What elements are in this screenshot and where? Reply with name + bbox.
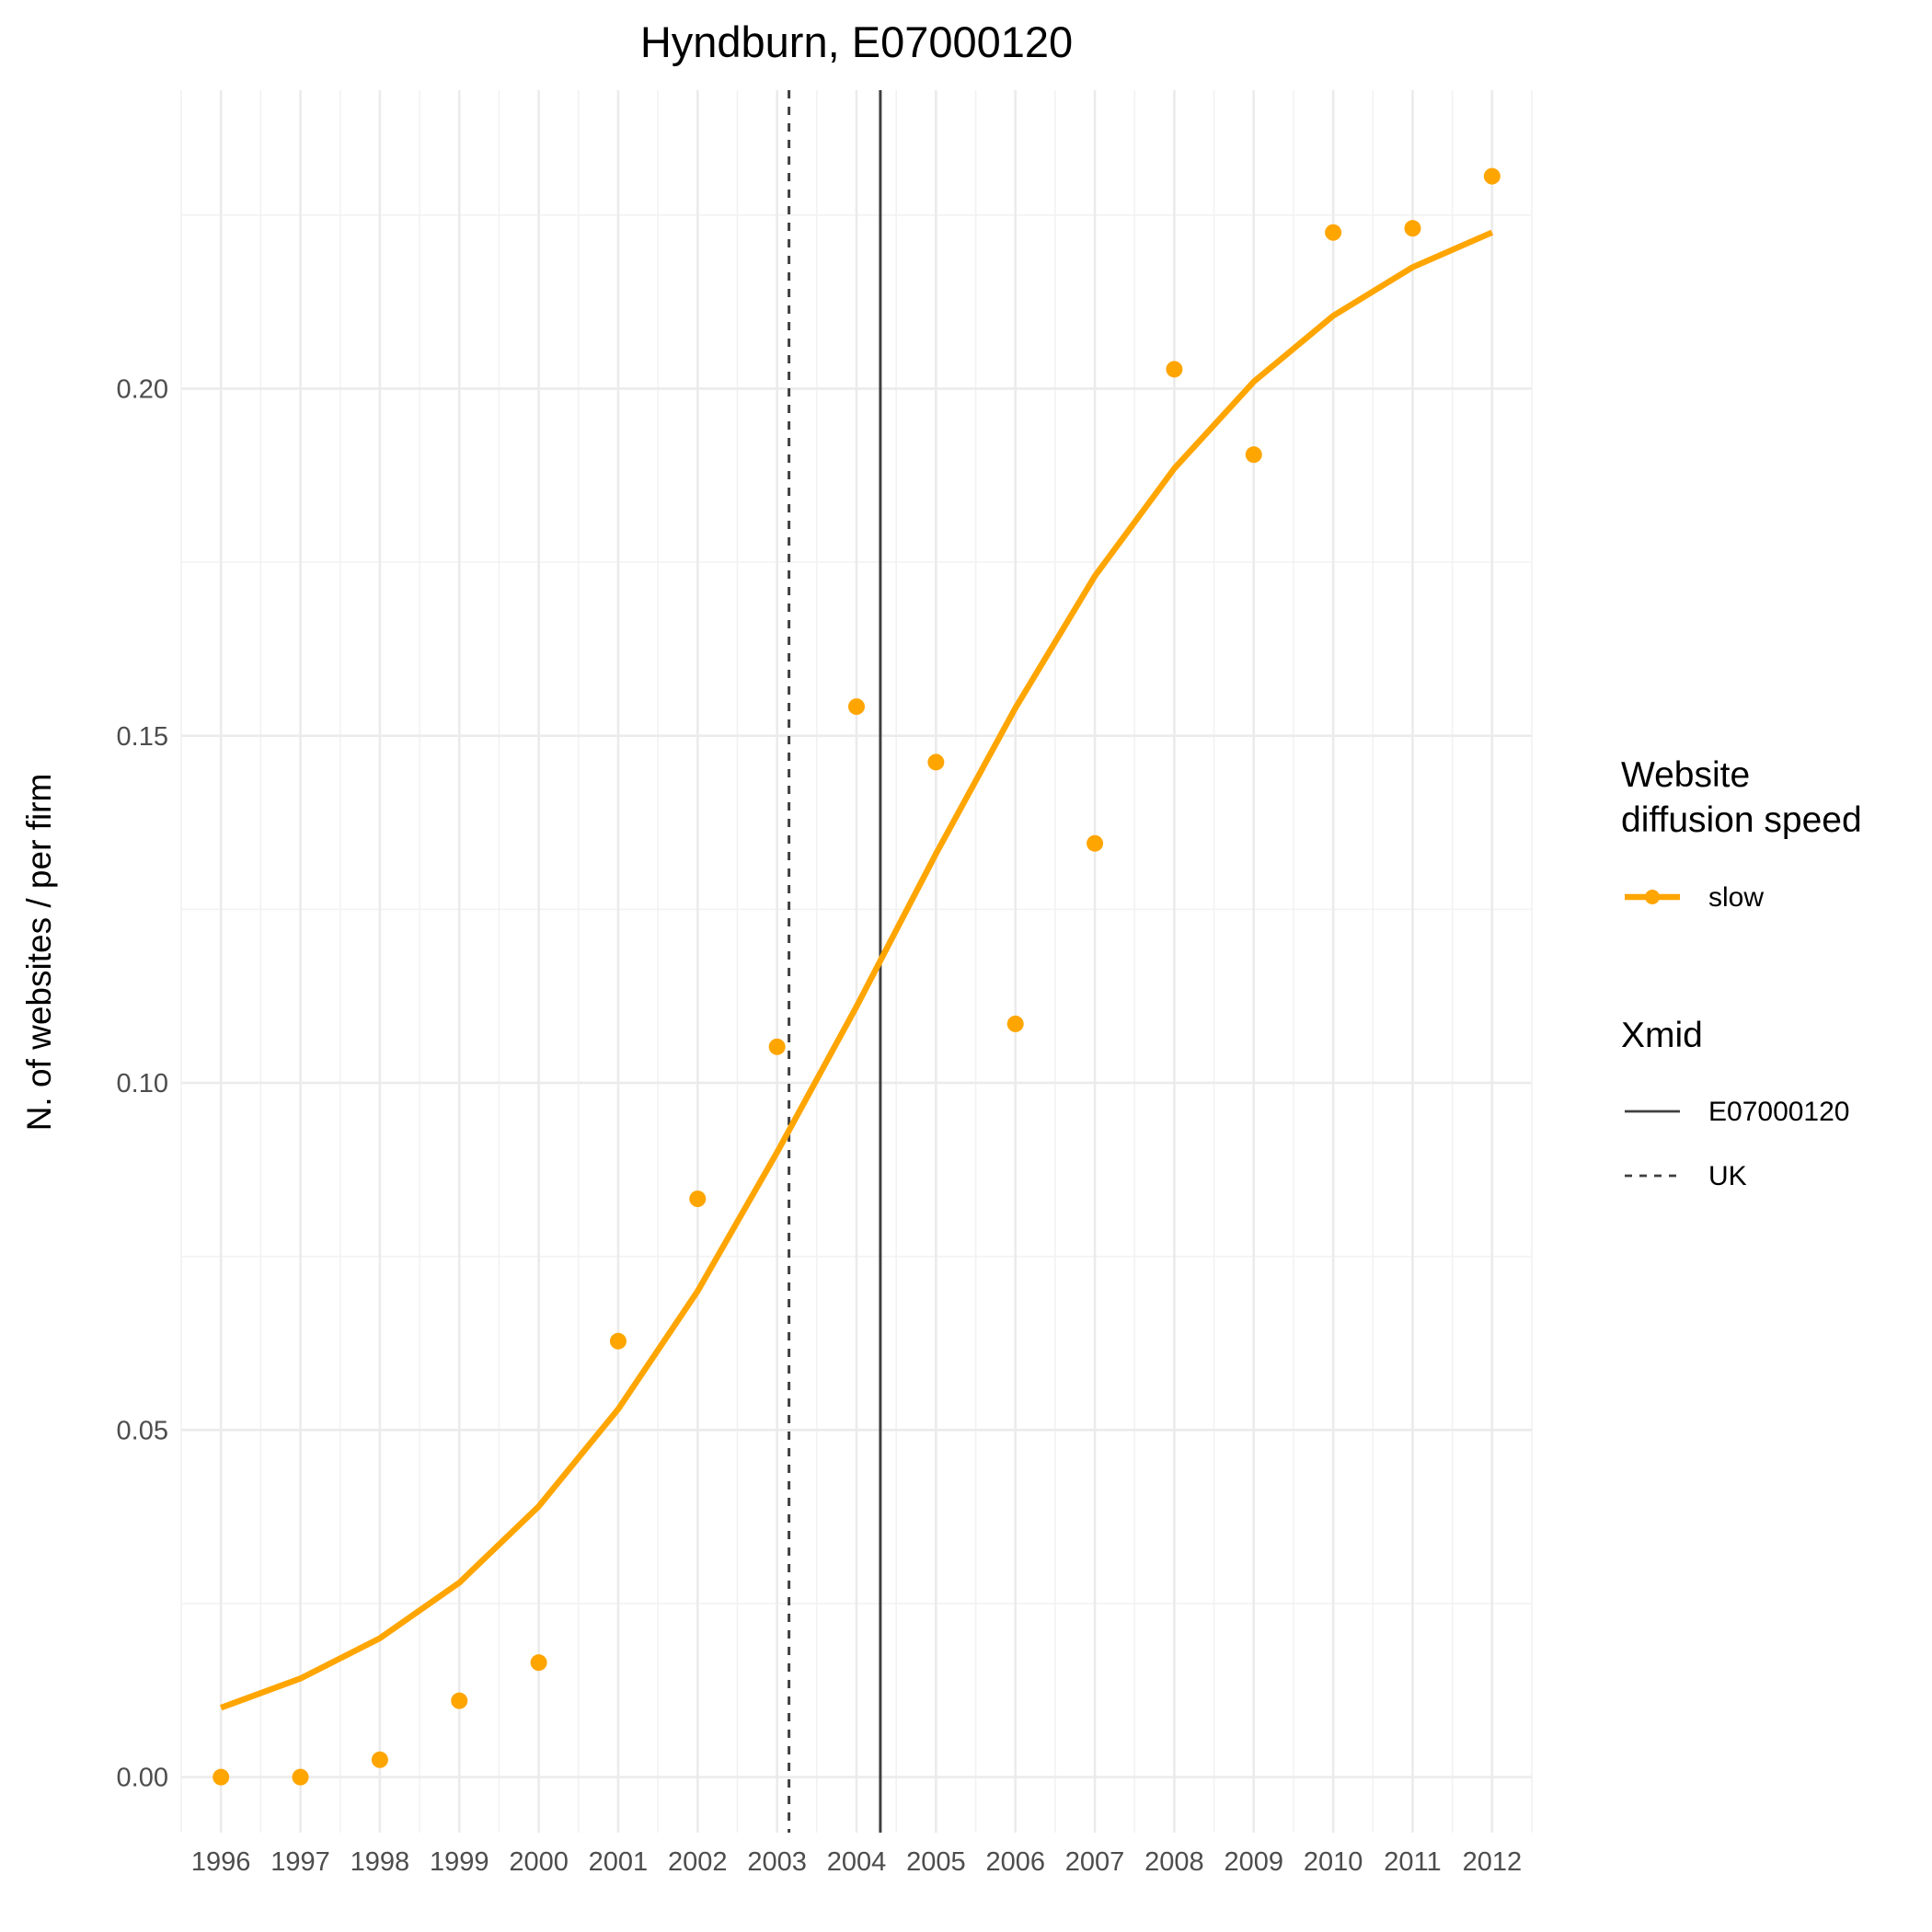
x-tick-label: 2003 [747, 1847, 807, 1877]
legend-speed-title-line2: diffusion speed [1621, 800, 1862, 840]
slow-fitted-line [220, 229, 1494, 1711]
y-tick-label: 0.00 [117, 1764, 168, 1793]
legend-label-region: E07000120 [1708, 1097, 1850, 1127]
x-tick-label: 2001 [589, 1847, 649, 1877]
slow-data-point [1006, 1015, 1024, 1032]
x-tick-label: 2000 [509, 1847, 569, 1877]
slow-data-point [1166, 361, 1183, 378]
legend-label-slow: slow [1708, 882, 1764, 913]
x-tick-label: 2010 [1304, 1847, 1363, 1877]
slow-data-point [768, 1038, 786, 1055]
plot-area [180, 90, 1533, 1833]
x-tick-label: 2002 [668, 1847, 728, 1877]
slow-data-point [1245, 446, 1262, 464]
legend-key-slow [1625, 890, 1680, 904]
slow-data-point [292, 1768, 309, 1786]
slow-data-point [1087, 834, 1104, 852]
x-tick-label: 2005 [906, 1847, 966, 1877]
series-layer [213, 167, 1501, 1786]
x-axis-tick-labels: 1996 1997 1998 1999 2000 2001 2002 2003 2004 2005… [191, 1847, 1522, 1877]
slow-data-point [1404, 220, 1421, 237]
legend-label-uk: UK [1708, 1161, 1747, 1191]
chart-title: Hyndburn, E07000120 [640, 17, 1073, 66]
legend-speed-title-line1: Website [1621, 755, 1750, 795]
slow-data-point [1325, 224, 1342, 241]
x-tick-label: 2009 [1225, 1847, 1284, 1877]
legend: Website diffusion speed slow Xmid E07000… [1621, 755, 1862, 1191]
x-tick-label: 1997 [270, 1847, 330, 1877]
slow-data-point [371, 1751, 388, 1768]
slow-data-point [927, 753, 945, 771]
slow-data-point [530, 1654, 547, 1672]
slow-data-point [213, 1768, 230, 1786]
x-tick-label: 2006 [985, 1847, 1045, 1877]
x-tick-label: 1996 [191, 1847, 251, 1877]
legend-xmid-title: Xmid [1621, 1016, 1703, 1055]
reference-lines [788, 90, 882, 1833]
x-tick-label: 2011 [1384, 1847, 1441, 1877]
legend-slow-point-swatch [1645, 890, 1660, 904]
x-tick-label: 1998 [351, 1847, 410, 1877]
y-tick-label: 0.05 [117, 1416, 168, 1445]
y-axis-tick-labels: 0.00 0.05 0.10 0.15 0.20 [117, 374, 168, 1792]
slow-data-point [689, 1190, 707, 1208]
y-tick-label: 0.15 [117, 722, 168, 752]
y-tick-label: 0.10 [117, 1069, 168, 1098]
slow-data-point [848, 698, 865, 716]
x-tick-label: 2004 [827, 1847, 887, 1877]
y-axis-title: N. of websites / per firm [20, 774, 58, 1132]
x-tick-label: 2007 [1065, 1847, 1125, 1877]
x-tick-label: 1999 [430, 1847, 489, 1877]
x-tick-label: 2012 [1463, 1847, 1523, 1877]
slow-data-point [1483, 167, 1501, 185]
slow-data-point [451, 1692, 468, 1709]
y-tick-label: 0.20 [117, 374, 168, 404]
gridlines [180, 90, 1533, 1833]
x-tick-label: 2008 [1144, 1847, 1204, 1877]
slow-data-point [609, 1332, 627, 1350]
